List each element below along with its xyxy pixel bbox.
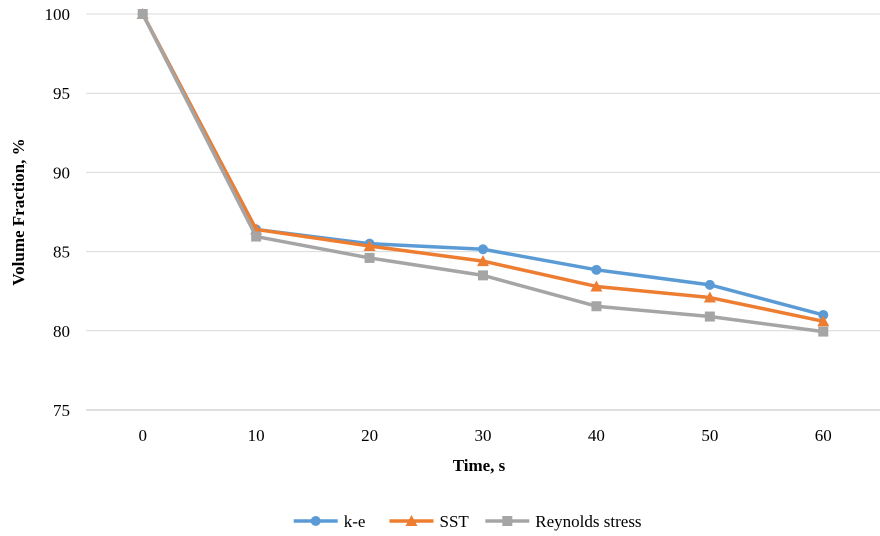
legend-marker (502, 516, 513, 526)
y-tick-label: 85 (53, 243, 70, 262)
legend-label: SST (440, 512, 470, 531)
gridlines (86, 13, 880, 332)
y-tick-label: 100 (45, 5, 71, 24)
y-tick-label: 75 (53, 401, 70, 420)
y-tick-label: 90 (53, 163, 70, 182)
x-tick-label: 10 (248, 426, 265, 445)
legend-item: SST (389, 512, 470, 531)
y-tick-label: 95 (53, 84, 70, 103)
x-tick-label: 40 (588, 426, 605, 445)
x-tick-label: 30 (475, 426, 492, 445)
y-axis-title: Volume Fraction, % (9, 138, 28, 285)
data-point (817, 315, 830, 327)
data-point (477, 255, 489, 267)
data-point (590, 280, 603, 292)
x-axis-ticks: 0 10 20 30 40 50 60 (138, 426, 831, 445)
legend-label: Reynolds stress (535, 512, 641, 531)
legend-item: Reynolds stress (485, 512, 642, 531)
data-point (818, 326, 829, 337)
data-point (591, 301, 602, 312)
series-line (140, 12, 826, 317)
x-tick-label: 20 (361, 426, 378, 445)
data-point (137, 9, 148, 19)
x-tick-label: 60 (815, 426, 832, 445)
legend-marker (310, 516, 321, 526)
data-point (703, 291, 716, 303)
data-point (704, 311, 715, 322)
series-lines (136, 8, 830, 337)
x-tick-label: 0 (138, 426, 147, 445)
y-tick-label: 80 (53, 322, 70, 341)
data-point (251, 231, 262, 242)
data-point (818, 309, 829, 320)
x-axis-title: Time, s (453, 456, 506, 475)
data-point (364, 252, 375, 263)
y-axis-ticks: 75 80 85 90 95 100 (45, 5, 71, 420)
data-point (478, 270, 488, 281)
data-point (704, 279, 715, 290)
legend: k-e SST Reynolds stress (293, 512, 642, 531)
x-tick-label: 50 (701, 426, 718, 445)
series-reynolds-stress (137, 9, 829, 337)
legend-label: k-e (344, 512, 366, 531)
legend-item: k-e (293, 512, 366, 531)
legend-marker (405, 515, 418, 526)
data-point (591, 264, 602, 275)
data-point (363, 240, 376, 252)
data-point (478, 244, 488, 255)
